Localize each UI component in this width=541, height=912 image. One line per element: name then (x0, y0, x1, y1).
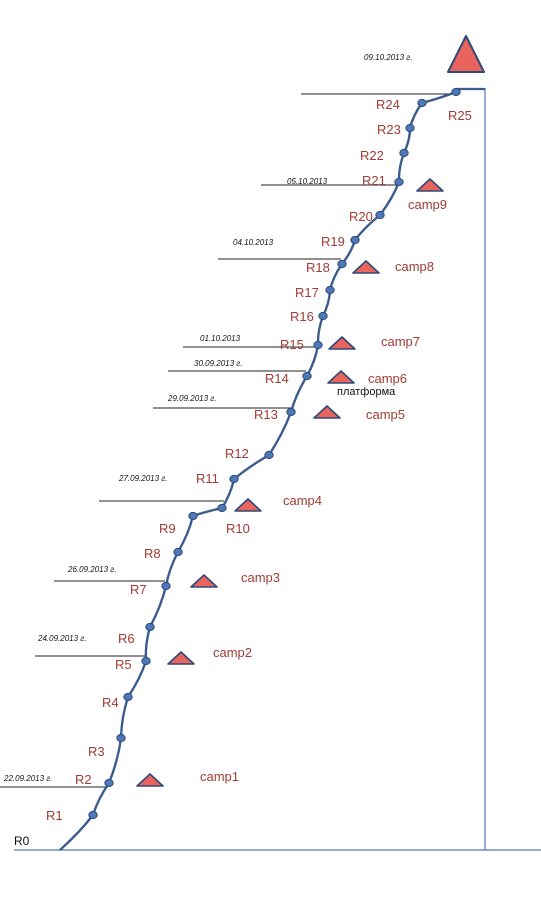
date-label: 01.10.2013 (200, 334, 241, 343)
camp-triangle-icon (167, 651, 195, 665)
route-point-label: R7 (130, 582, 147, 597)
route-point-label: R14 (265, 371, 289, 386)
route-point (141, 656, 151, 666)
route-point (229, 474, 239, 484)
route-point (405, 123, 415, 133)
camp-triangle-icon (313, 405, 341, 419)
camp-label: camp4 (283, 493, 322, 508)
platform-label: платформа (337, 386, 396, 398)
route-point-label: R16 (290, 309, 314, 324)
route-point (318, 311, 328, 321)
route-point-label: R5 (115, 657, 132, 672)
route-point (399, 148, 409, 158)
route-point-label: R6 (118, 631, 135, 646)
route-point (286, 407, 296, 417)
route-point (350, 235, 360, 245)
route-point-label: R9 (159, 521, 176, 536)
route-point-label: R15 (280, 337, 304, 352)
date-label: 22.09.2013 г. (3, 774, 52, 783)
date-label: 26.09.2013 г. (67, 565, 116, 574)
camp-triangle-icon (234, 498, 262, 512)
summit-triangle-icon (447, 35, 485, 73)
camp-triangle-icon (416, 178, 444, 192)
camp-label: camp5 (366, 407, 405, 422)
route-point (337, 259, 347, 269)
route-point (325, 285, 335, 295)
date-label: 05.10.2013 (287, 177, 328, 186)
route-point-label: R3 (88, 744, 105, 759)
camp-triangle-icon (136, 773, 164, 787)
date-label: 29.09.2013 г. (167, 394, 216, 403)
camp-label: camp3 (241, 570, 280, 585)
route-point (145, 622, 155, 632)
route-point (173, 547, 183, 557)
route-point-label: R21 (362, 173, 386, 188)
start-label: R0 (14, 834, 30, 848)
route-point-label: R25 (448, 108, 472, 123)
date-label: 30.09.2013 г. (194, 359, 242, 368)
route-point-label: R18 (306, 260, 330, 275)
route-point (264, 450, 274, 460)
route-point (313, 340, 323, 350)
route-point-label: R24 (376, 97, 400, 112)
route-point-label: R22 (360, 148, 384, 163)
route-point-label: R11 (196, 471, 219, 486)
route-point-label: R17 (295, 285, 319, 300)
date-label: 24.09.2013 г. (37, 634, 86, 643)
camp-label: camp6 (368, 371, 407, 386)
date-label: 27.09.2013 г. (118, 474, 167, 483)
route-point-label: R19 (321, 234, 345, 249)
camp-label: camp1 (200, 769, 239, 784)
labels: 22.09.2013 г. 24.09.2013 г. 26.09.2013 г. 2… (3, 53, 472, 848)
route-point-label: R4 (102, 695, 119, 710)
camp-triangle-icon (190, 574, 218, 588)
axes (14, 88, 541, 851)
camp-label: camp2 (213, 645, 252, 660)
date-label: 09.10.2013 г. (364, 53, 412, 62)
route-point-label: R2 (75, 772, 92, 787)
route-point-label: R23 (377, 122, 401, 137)
route (59, 87, 485, 851)
route-point-label: R1 (46, 808, 63, 823)
route-point-label: R12 (225, 446, 249, 461)
route-point-label: R10 (226, 521, 250, 536)
route-point (104, 778, 114, 788)
route-point (302, 371, 312, 381)
route-point (88, 810, 98, 820)
route-point-label: R8 (144, 546, 161, 561)
date-lines (0, 93, 455, 788)
camp-triangle-icon (328, 336, 356, 350)
route-point (161, 581, 171, 591)
camp-label: camp8 (395, 259, 434, 274)
route-point (123, 692, 133, 702)
camp-label: camp7 (381, 334, 420, 349)
route-point (116, 733, 126, 743)
route-point (451, 87, 461, 97)
date-label: 04.10.2013 (233, 238, 274, 247)
route-point (394, 177, 404, 187)
route-point (375, 210, 385, 220)
route-point (188, 511, 198, 521)
camps (136, 35, 485, 787)
route-point (417, 98, 427, 108)
camp-triangle-icon (352, 260, 380, 274)
camp-triangle-icon (327, 370, 355, 384)
route-point (217, 503, 227, 513)
route-point-label: R13 (254, 407, 278, 422)
camp-label: camp9 (408, 197, 447, 212)
route-point-label: R20 (349, 209, 373, 224)
